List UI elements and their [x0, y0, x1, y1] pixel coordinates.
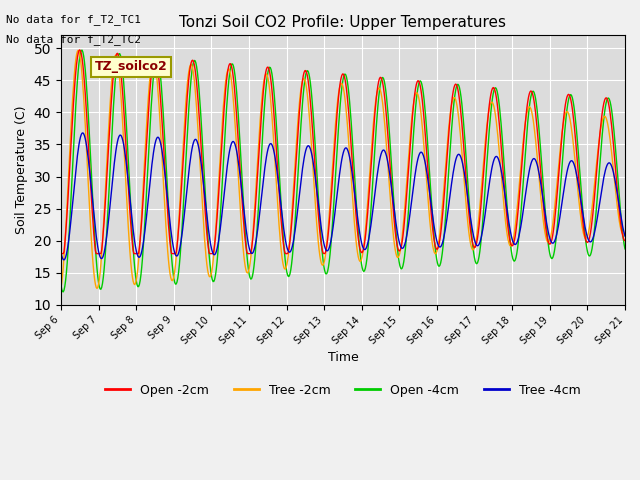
Open -2cm — [213, 215, 221, 221]
Open -4cm — [621, 246, 629, 252]
Line: Open -4cm: Open -4cm — [61, 50, 625, 292]
Tree -4cm — [127, 204, 134, 210]
Line: Open -2cm: Open -2cm — [61, 50, 625, 253]
Tree -4cm — [429, 220, 437, 226]
Tree -2cm — [57, 286, 65, 291]
Tree -2cm — [93, 286, 101, 291]
Open -4cm — [60, 289, 67, 295]
Open -4cm — [78, 48, 86, 53]
Open -4cm — [184, 119, 192, 124]
Tree -2cm — [214, 193, 221, 199]
Legend: Open -2cm, Tree -2cm, Open -4cm, Tree -4cm: Open -2cm, Tree -2cm, Open -4cm, Tree -4… — [100, 379, 586, 402]
Line: Tree -4cm: Tree -4cm — [61, 133, 625, 260]
Open -4cm — [429, 228, 437, 233]
Open -2cm — [184, 94, 191, 99]
Tree -2cm — [184, 75, 192, 81]
Open -2cm — [57, 251, 65, 256]
Tree -2cm — [67, 122, 75, 128]
Open -4cm — [57, 282, 65, 288]
Text: TZ_soilco2: TZ_soilco2 — [95, 60, 168, 73]
Open -2cm — [429, 227, 436, 233]
Tree -4cm — [413, 160, 421, 166]
Open -4cm — [127, 205, 134, 211]
Tree -4cm — [57, 249, 65, 255]
Tree -4cm — [68, 208, 76, 214]
Text: No data for f_T2_TC2: No data for f_T2_TC2 — [6, 34, 141, 45]
Tree -4cm — [214, 242, 221, 248]
Open -4cm — [214, 251, 221, 256]
X-axis label: Time: Time — [328, 351, 358, 364]
Tree -2cm — [127, 259, 134, 264]
Open -2cm — [67, 140, 75, 146]
Open -2cm — [76, 47, 84, 53]
Tree -4cm — [60, 257, 68, 263]
Y-axis label: Soil Temperature (C): Soil Temperature (C) — [15, 106, 28, 234]
Text: No data for f_T2_TC1: No data for f_T2_TC1 — [6, 14, 141, 25]
Open -2cm — [412, 82, 420, 87]
Tree -2cm — [74, 48, 82, 53]
Open -2cm — [126, 210, 134, 216]
Tree -4cm — [184, 176, 192, 182]
Tree -4cm — [621, 233, 629, 239]
Tree -4cm — [79, 130, 86, 136]
Open -4cm — [413, 91, 421, 96]
Tree -2cm — [413, 90, 421, 96]
Title: Tonzi Soil CO2 Profile: Upper Temperatures: Tonzi Soil CO2 Profile: Upper Temperatur… — [179, 15, 506, 30]
Tree -2cm — [621, 229, 629, 235]
Line: Tree -2cm: Tree -2cm — [61, 50, 625, 288]
Open -2cm — [621, 238, 629, 244]
Tree -2cm — [429, 247, 437, 253]
Open -4cm — [68, 178, 76, 183]
